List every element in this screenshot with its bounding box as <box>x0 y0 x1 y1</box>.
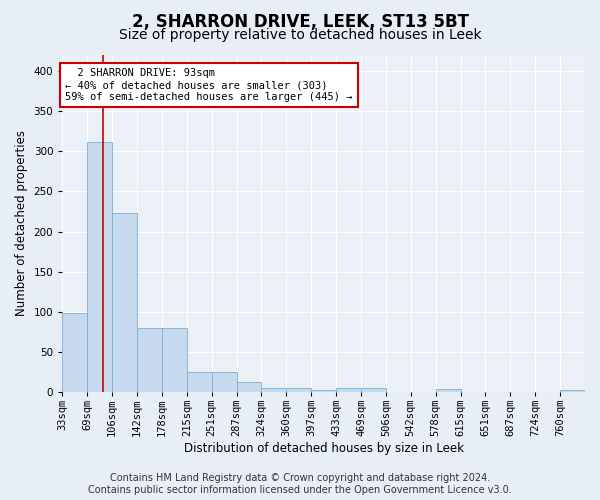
Bar <box>87 142 112 392</box>
Text: 2, SHARRON DRIVE, LEEK, ST13 5BT: 2, SHARRON DRIVE, LEEK, ST13 5BT <box>131 12 469 30</box>
Bar <box>162 328 187 392</box>
Bar <box>361 388 386 392</box>
X-axis label: Distribution of detached houses by size in Leek: Distribution of detached houses by size … <box>184 442 464 455</box>
Bar <box>286 388 311 392</box>
Bar <box>212 372 236 392</box>
Bar <box>137 328 162 392</box>
Bar <box>236 382 262 392</box>
Bar <box>112 213 137 392</box>
Bar <box>262 388 286 392</box>
Bar <box>187 372 212 392</box>
Y-axis label: Number of detached properties: Number of detached properties <box>15 130 28 316</box>
Bar <box>436 389 461 392</box>
Bar <box>560 390 585 392</box>
Bar <box>311 390 336 392</box>
Bar <box>62 312 87 392</box>
Text: 2 SHARRON DRIVE: 93sqm  
← 40% of detached houses are smaller (303)
59% of semi-: 2 SHARRON DRIVE: 93sqm ← 40% of detached… <box>65 68 352 102</box>
Text: Contains HM Land Registry data © Crown copyright and database right 2024.
Contai: Contains HM Land Registry data © Crown c… <box>88 474 512 495</box>
Bar <box>336 388 361 392</box>
Text: Size of property relative to detached houses in Leek: Size of property relative to detached ho… <box>119 28 481 42</box>
